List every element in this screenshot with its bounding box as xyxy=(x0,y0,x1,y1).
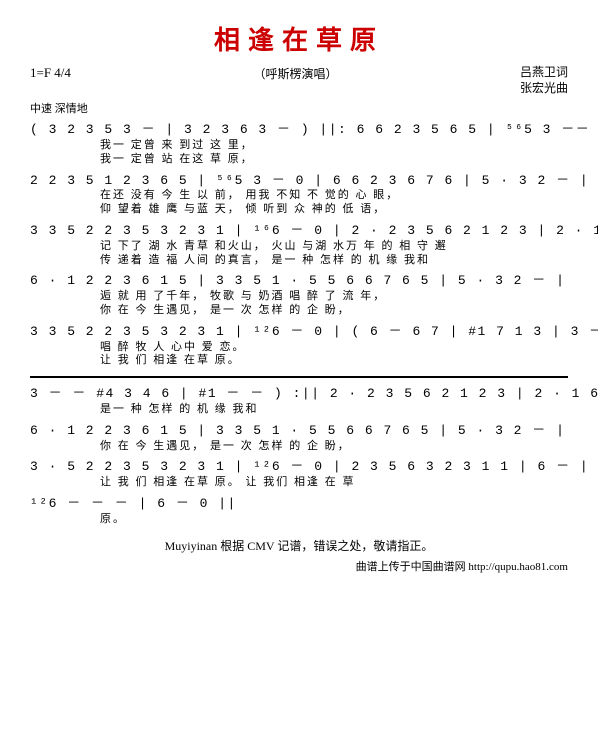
lyric-line: 原。 xyxy=(100,513,568,527)
lyric-line-2: 我一 定曾 站 在这 草 原， xyxy=(100,153,568,167)
section-divider xyxy=(30,376,568,378)
lyric-line-2: 仰 望着 雄 鹰 与蓝 天， 倾 听到 众 神的 低 语， xyxy=(100,203,568,217)
lyric-line: 让 我 们 相逢 在草 原。 让 我们 相逢 在 草 xyxy=(100,476,568,490)
footer-note: Muyiyinan 根据 CMV 记谱，错误之处，敬请指正。 xyxy=(30,537,568,554)
lyric-line: 我一 定曾 来 到过 这 里， xyxy=(100,139,568,153)
composer: 张宏光曲 xyxy=(520,81,568,97)
footer-source: 曲谱上传于中国曲谱网 http://qupu.hao81.com xyxy=(30,558,568,574)
song-title: 相逢在草原 xyxy=(30,20,568,57)
notation-line: 6 · 1 2 2 3 6 1 5 | 3 3 5 1 · 5 5 6 6 7 … xyxy=(30,423,568,440)
notation-line: ¹²6 － － － | 6 － 0 || xyxy=(30,496,568,513)
lyric-line: 记 下了 湖 水 青草 和火山， 火山 与湖 水万 年 的 相 守 邂 xyxy=(100,240,568,254)
notation-line: 3 3 5 2 2 3 5 3 2 3 1 | ¹⁶6 － 0 | 2 · 2 … xyxy=(30,223,568,240)
lyric-line-2: 让 我 们 相逢 在草 原。 xyxy=(100,354,568,368)
lyric-line-2: 你 在 今 生遇见， 是一 次 怎样 的 企 盼， xyxy=(100,304,568,318)
notation-line: 6 · 1 2 2 3 6 1 5 | 3 3 5 1 · 5 5 6 6 7 … xyxy=(30,273,568,290)
lyric-line-2: 传 递着 造 福 人间 的真言， 是一 种 怎样 的 机 缘 我和 xyxy=(100,254,568,268)
header-row: 1=F 4/4 （呼斯楞演唱） 吕燕卫词 张宏光曲 xyxy=(30,65,568,96)
lyric-line: 你 在 今 生遇见， 是一 次 怎样 的 企 盼， xyxy=(100,440,568,454)
notation-line: 2 2 3 5 1 2 3 6 5 | ⁵⁶5 3 － 0 | 6 6 2 3 … xyxy=(30,173,568,190)
tempo-mark: 中速 深情地 xyxy=(30,100,568,116)
lyric-line: 逅 就 用 了千年， 牧歌 与 奶酒 唱 醉 了 流 年， xyxy=(100,290,568,304)
lyric-line: 在还 没有 今 生 以 前， 用我 不知 不 觉的 心 眼， xyxy=(100,189,568,203)
credits: 吕燕卫词 张宏光曲 xyxy=(520,65,568,96)
lyricist: 吕燕卫词 xyxy=(520,65,568,81)
score-block: ( 3 2 3 5 3 － | 3 2 3 6 3 － ) ||: 6 6 2 … xyxy=(30,122,568,368)
notation-line: 3 · 5 2 2 3 5 3 2 3 1 | ¹²6 － 0 | 2 3 5 … xyxy=(30,459,568,476)
notation-line: ( 3 2 3 5 3 － | 3 2 3 6 3 － ) ||: 6 6 2 … xyxy=(30,122,568,139)
lyric-line: 唱 醉 牧 人 心中 爱 恋。 xyxy=(100,341,568,355)
key-signature: 1=F 4/4 xyxy=(30,65,71,81)
score-block-2: 3 － － #4 3 4 6 | #1 － － ) :|| 2 · 2 3 5 … xyxy=(30,386,568,527)
lyric-line: 是一 种 怎样 的 机 缘 我和 xyxy=(100,403,568,417)
subtitle: （呼斯楞演唱） xyxy=(253,65,337,82)
notation-line: 3 － － #4 3 4 6 | #1 － － ) :|| 2 · 2 3 5 … xyxy=(30,386,568,403)
notation-line: 3 3 5 2 2 3 5 3 2 3 1 | ¹²6 － 0 | ( 6 － … xyxy=(30,324,568,341)
